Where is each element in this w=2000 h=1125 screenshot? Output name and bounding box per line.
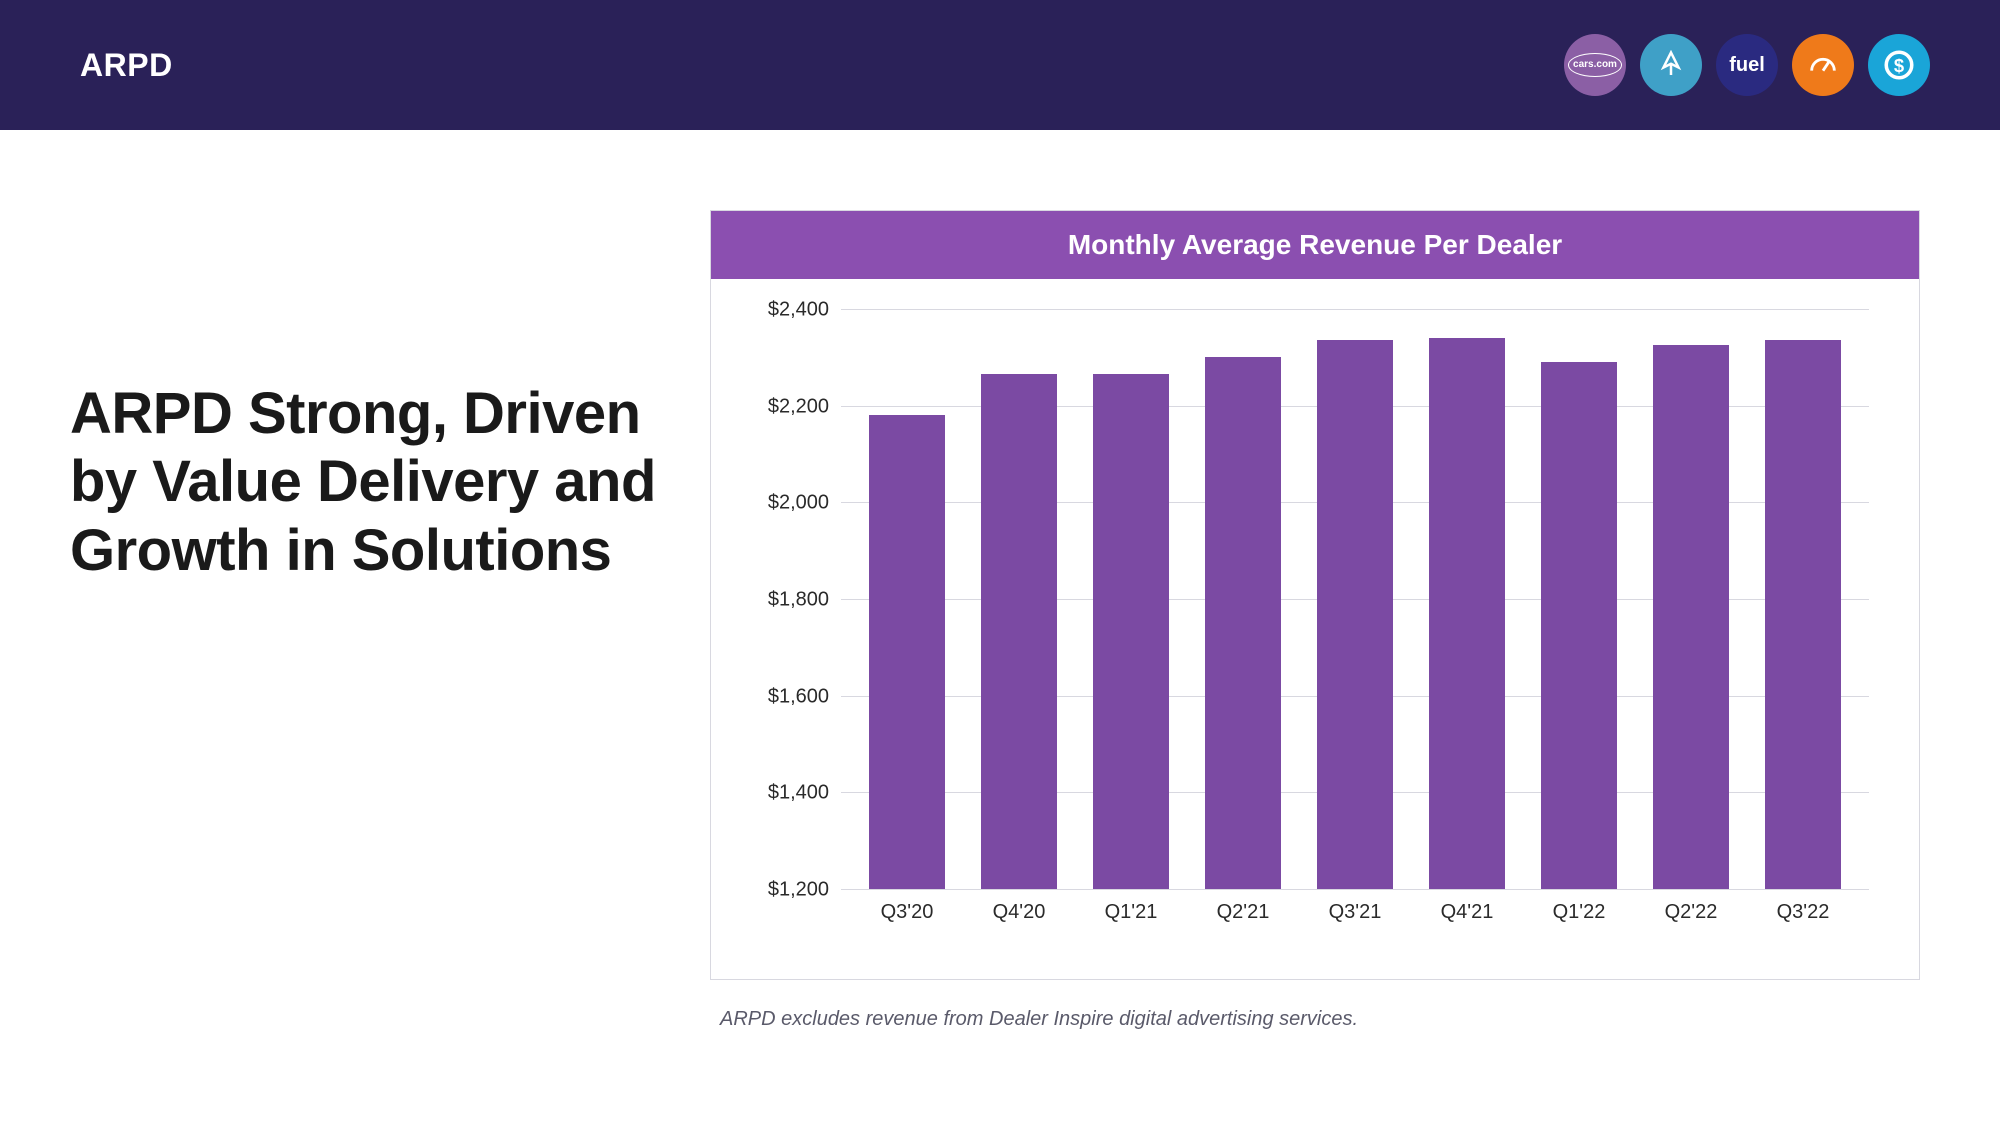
bar-slot: Q1'22 xyxy=(1523,309,1635,889)
chart-title: Monthly Average Revenue Per Dealer xyxy=(711,211,1919,279)
chart-bar xyxy=(1765,340,1841,889)
chart-bar xyxy=(1541,362,1617,889)
bar-slot: Q3'21 xyxy=(1299,309,1411,889)
cars-com-icon: cars.com xyxy=(1564,34,1626,96)
chart-bar xyxy=(1093,374,1169,889)
bar-slot: Q4'20 xyxy=(963,309,1075,889)
bars-container: Q3'20Q4'20Q1'21Q2'21Q3'21Q4'21Q1'22Q2'22… xyxy=(841,309,1869,889)
bar-slot: Q1'21 xyxy=(1075,309,1187,889)
chart-bar xyxy=(981,374,1057,889)
headline-text: ARPD Strong, Driven by Value Delivery an… xyxy=(70,380,670,585)
chart-card: Monthly Average Revenue Per Dealer $1,20… xyxy=(710,210,1920,980)
x-axis-label: Q3'22 xyxy=(1777,901,1830,924)
dealer-inspire-icon xyxy=(1640,34,1702,96)
dealerrater-icon xyxy=(1792,34,1854,96)
chart-bar xyxy=(1205,357,1281,889)
bar-slot: Q3'22 xyxy=(1747,309,1859,889)
fuel-icon: fuel xyxy=(1716,34,1778,96)
main-content: ARPD Strong, Driven by Value Delivery an… xyxy=(0,130,2000,1125)
plot-area: $1,200$1,400$1,600$1,800$2,000$2,200$2,4… xyxy=(841,309,1869,889)
bar-slot: Q4'21 xyxy=(1411,309,1523,889)
creditiq-icon: $ xyxy=(1868,34,1930,96)
x-axis-label: Q2'21 xyxy=(1217,901,1270,924)
x-axis-label: Q3'21 xyxy=(1329,901,1382,924)
x-axis-label: Q4'20 xyxy=(993,901,1046,924)
chart-bar xyxy=(1429,338,1505,889)
x-axis-label: Q1'22 xyxy=(1553,901,1606,924)
chart-bar xyxy=(1653,345,1729,889)
left-column: ARPD Strong, Driven by Value Delivery an… xyxy=(70,210,670,1125)
chart-bar xyxy=(1317,340,1393,889)
bar-slot: Q2'21 xyxy=(1187,309,1299,889)
y-axis-label: $1,800 xyxy=(768,589,829,612)
y-axis-label: $2,000 xyxy=(768,492,829,515)
y-axis-label: $1,400 xyxy=(768,782,829,805)
right-column: Monthly Average Revenue Per Dealer $1,20… xyxy=(710,210,1920,1125)
header-icon-row: cars.com fuel $ xyxy=(1564,34,1930,96)
chart-bar xyxy=(869,415,945,889)
footnote-text: ARPD excludes revenue from Dealer Inspir… xyxy=(710,1008,1920,1031)
chart-body: $1,200 $1,400 $1,600 $1,800 $2,000 $2,200 $2,4… xyxy=(711,279,1919,979)
x-axis-label: Q2'22 xyxy=(1665,901,1718,924)
y-axis-label: $2,400 xyxy=(768,299,829,322)
gridline: $1,200 xyxy=(841,889,1869,890)
svg-text:$: $ xyxy=(1894,55,1904,76)
header-bar: ARPD cars.com fuel $ xyxy=(0,0,2000,130)
x-axis-label: Q3'20 xyxy=(881,901,934,924)
y-axis-label: $1,200 xyxy=(768,879,829,902)
y-axis-label: $1,600 xyxy=(768,685,829,708)
x-axis-label: Q4'21 xyxy=(1441,901,1494,924)
x-axis-label: Q1'21 xyxy=(1105,901,1158,924)
header-title: ARPD xyxy=(80,47,173,84)
y-axis-label: $2,200 xyxy=(768,395,829,418)
bar-slot: Q3'20 xyxy=(851,309,963,889)
bar-slot: Q2'22 xyxy=(1635,309,1747,889)
